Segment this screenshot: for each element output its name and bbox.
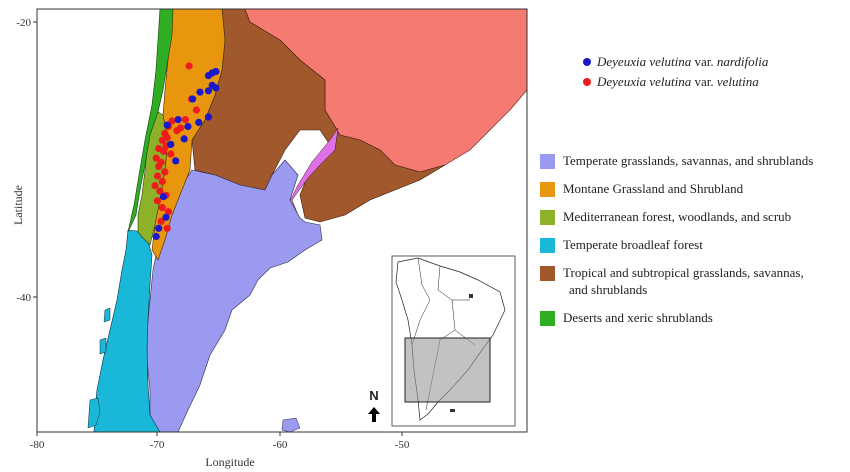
swatch-icon [540,266,555,281]
velutina-point [192,106,200,114]
x-axis-title: Longitude [205,455,254,469]
nardifolia-point [204,87,213,95]
velutina-point [153,197,162,205]
velutina-point [159,147,168,155]
velutina-point [163,224,171,232]
nardifolia-point [195,118,203,126]
legend-item-velutina: Deyeuxia velutina var. velutina [583,72,768,92]
legend-label: Deyeuxia velutina var. velutina [597,74,759,89]
legend-label: Temperate broadleaf forest [563,237,703,252]
y-tick-label: -20 [16,17,31,29]
nardifolia-points [152,67,220,241]
legend-item-mediterranean: Mediterranean forest, woodlands, and scr… [540,208,840,225]
legend-label: Montane Grassland and Shrubland [563,181,744,196]
legend-label: Deserts and xeric shrublands [563,310,713,325]
legend-item-deserts: Deserts and xeric shrublands [540,309,840,326]
legend-label: Temperate grasslands, savannas, and shru… [563,153,814,168]
nardifolia-point [204,113,213,121]
nardifolia-point [162,213,170,221]
inset-map [391,255,516,427]
nardifolia-point [180,135,188,143]
nardifolia-point [163,121,171,129]
velutina-point [181,116,189,124]
velutina-point [158,177,166,186]
blue-dot-icon [583,58,591,66]
velutina-point [153,172,162,180]
southern-islands [87,307,111,429]
velutina-point [156,187,164,195]
point-legend: Deyeuxia velutina var. nardifolia Deyeux… [583,52,768,92]
map-frame [36,8,528,433]
velutina-point [161,168,169,176]
legend-label: Deyeuxia velutina var. nardifolia [597,54,769,69]
x-tick-label: -50 [395,439,410,451]
montane-region [151,9,226,261]
legend-item-tropical-grasslands: Tropical and subtropical grasslands, sav… [540,264,840,298]
velutina-point [158,204,166,212]
velutina-point [168,117,176,125]
tropical-grassland-region [191,9,446,223]
nardifolia-point [189,95,197,103]
legend-item-temperate-grasslands: Temperate grasslands, savannas, and shru… [540,152,840,169]
red-dot-icon [583,78,591,86]
y-tick-label: -40 [16,292,31,304]
nardifolia-point [174,116,182,124]
flooded-grassland-region [287,127,339,216]
nardifolia-point [172,157,180,165]
falkland-marker [450,409,455,412]
velutina-point [157,217,165,225]
north-arrow-icon [368,407,380,422]
nardifolia-point [184,122,192,131]
legend-label: Mediterranean forest, woodlands, and scr… [563,209,792,224]
nardifolia-point [196,88,204,96]
falkland-islands [281,417,301,432]
legend-label: Tropical and subtropical grasslands, sav… [563,265,804,297]
swatch-icon [540,154,555,169]
y-axis-title: Latitude [11,185,25,225]
velutina-point [151,182,159,190]
temperate-grassland-region [146,159,323,432]
swatch-icon [540,238,555,253]
study-area-rect [404,337,491,403]
velutina-point [173,127,181,135]
swatch-icon [540,210,555,225]
x-tick-label: -80 [30,439,45,451]
velutina-point [167,150,175,158]
nardifolia-point [155,224,163,232]
nardifolia-point [167,140,175,148]
nardifolia-point [159,193,168,201]
x-tick-label: -70 [150,439,165,451]
ecoregion-legend: Temperate grasslands, savannas, and shru… [540,152,840,337]
velutina-point [164,208,172,216]
velutina-point [152,154,160,162]
north-label: N [369,388,379,403]
legend-item-montane: Montane Grassland and Shrubland [540,180,840,197]
temperate-forest-region [93,229,161,432]
velutina-point [155,162,163,170]
country-borders [411,257,476,411]
velutina-points [151,62,200,232]
legend-item-nardifolia: Deyeuxia velutina var. nardifolia [583,52,768,72]
nardifolia-point [212,84,220,92]
swatch-icon [540,182,555,197]
island-marker [469,294,473,298]
x-tick-label: -60 [273,439,288,451]
legend-item-temperate-forest: Temperate broadleaf forest [540,236,840,253]
nardifolia-point [212,67,220,76]
velutina-point [158,136,166,144]
swatch-icon [540,311,555,326]
nardifolia-point [152,232,160,241]
velutina-point [185,62,193,70]
